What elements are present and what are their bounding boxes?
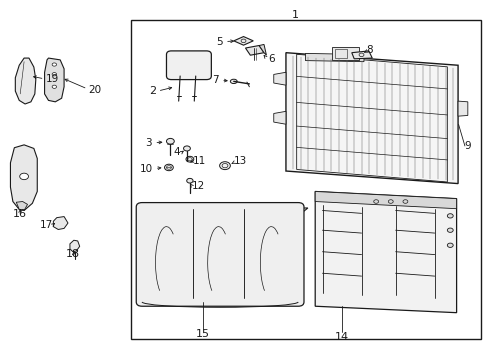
Ellipse shape [52, 73, 57, 76]
Polygon shape [457, 101, 467, 116]
Text: 14: 14 [334, 332, 348, 342]
Polygon shape [233, 37, 253, 45]
Ellipse shape [185, 156, 193, 162]
Polygon shape [273, 111, 285, 124]
Ellipse shape [52, 85, 57, 88]
Bar [334, 49, 346, 58]
Polygon shape [142, 208, 307, 216]
Text: 17: 17 [40, 220, 53, 230]
Ellipse shape [52, 63, 57, 66]
Text: 18: 18 [66, 248, 80, 258]
FancyBboxPatch shape [166, 51, 211, 80]
Text: 20: 20 [88, 85, 102, 95]
Polygon shape [16, 202, 27, 211]
Polygon shape [53, 217, 68, 229]
Polygon shape [15, 58, 36, 104]
Text: 2: 2 [149, 86, 156, 96]
Ellipse shape [447, 228, 452, 232]
Text: 8: 8 [366, 45, 372, 55]
Ellipse shape [186, 179, 193, 183]
Polygon shape [285, 53, 457, 184]
Text: 4: 4 [173, 147, 180, 157]
Polygon shape [351, 51, 371, 59]
Text: 10: 10 [140, 163, 153, 174]
Ellipse shape [164, 164, 173, 171]
Text: 6: 6 [267, 54, 274, 64]
Text: 11: 11 [192, 156, 205, 166]
Text: 13: 13 [233, 156, 246, 166]
Text: 1: 1 [292, 10, 299, 20]
Ellipse shape [183, 146, 190, 151]
Polygon shape [70, 240, 80, 252]
Bar [331, 47, 358, 59]
Ellipse shape [166, 138, 174, 144]
Text: 9: 9 [464, 141, 470, 151]
Polygon shape [44, 58, 64, 102]
Polygon shape [245, 45, 264, 55]
Ellipse shape [20, 173, 28, 180]
Polygon shape [273, 72, 285, 85]
FancyBboxPatch shape [136, 203, 304, 306]
Polygon shape [315, 192, 456, 209]
Text: 5: 5 [216, 37, 222, 46]
Ellipse shape [447, 214, 452, 218]
Text: 12: 12 [191, 181, 204, 192]
Text: 19: 19 [45, 74, 59, 84]
Ellipse shape [230, 79, 237, 84]
Ellipse shape [219, 162, 230, 170]
Bar [131, 21, 480, 338]
Polygon shape [142, 216, 298, 302]
Polygon shape [10, 145, 37, 211]
Text: 3: 3 [145, 138, 152, 148]
Text: 15: 15 [196, 329, 210, 339]
Text: 16: 16 [13, 209, 27, 219]
Polygon shape [305, 53, 363, 62]
Ellipse shape [447, 243, 452, 247]
Polygon shape [259, 44, 266, 55]
Text: 7: 7 [212, 75, 219, 85]
Polygon shape [315, 192, 456, 313]
